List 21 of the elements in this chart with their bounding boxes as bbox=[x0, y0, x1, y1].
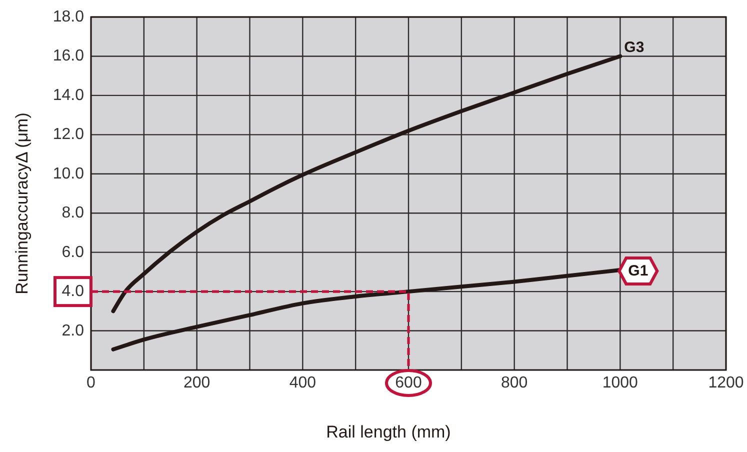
x-tick-label: 200 bbox=[183, 374, 210, 392]
y-tick-label: 8.0 bbox=[62, 204, 84, 222]
y-tick-label: 18.0 bbox=[52, 8, 84, 26]
y-tick-label: 12.0 bbox=[52, 126, 84, 144]
x-tick-label: 800 bbox=[500, 374, 528, 392]
y-tick-label: 14.0 bbox=[52, 86, 84, 104]
series-label: G3 bbox=[624, 39, 644, 56]
series-label: G1 bbox=[628, 262, 648, 280]
x-tick-label: 1200 bbox=[708, 374, 744, 392]
x-tick-label: 600 bbox=[395, 374, 422, 392]
y-tick-label: 4.0 bbox=[62, 283, 84, 300]
y-tick-label: 6.0 bbox=[62, 244, 84, 261]
y-tick-label: 10.0 bbox=[52, 165, 84, 182]
y-axis-title: RunningaccuracyΔ (μm) bbox=[12, 112, 32, 294]
y-tick-label: 16.0 bbox=[52, 48, 84, 65]
line-series bbox=[111, 54, 622, 314]
y-tick-label: 2.0 bbox=[62, 322, 84, 340]
x-tick-label: 0 bbox=[86, 374, 96, 392]
x-tick-label: 1000 bbox=[602, 374, 638, 392]
x-axis-title: Rail length (mm) bbox=[326, 422, 451, 442]
x-tick-label: 400 bbox=[289, 374, 316, 392]
